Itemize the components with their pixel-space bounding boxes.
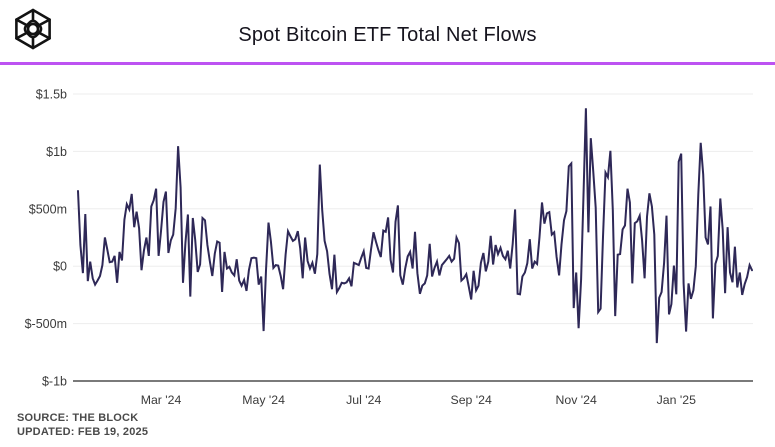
- x-axis-label: Sep '24: [451, 393, 492, 407]
- header: Spot Bitcoin ETF Total Net Flows: [0, 0, 775, 62]
- y-axis-label: $1.5b: [36, 88, 67, 102]
- x-axis-label: Mar '24: [141, 393, 182, 407]
- y-axis-label: $-500m: [25, 317, 67, 331]
- y-axis-label: $500m: [29, 202, 67, 216]
- x-axis-label: Nov '24: [556, 393, 597, 407]
- the-block-logo-svg: [15, 8, 51, 50]
- net-flows-line: [77, 108, 753, 344]
- x-axis-label: May '24: [242, 393, 285, 407]
- y-axis-label: $0: [53, 260, 67, 274]
- footer: SOURCE: THE BLOCK UPDATED: FEB 19, 2025: [17, 412, 148, 439]
- header-divider: [0, 62, 775, 65]
- chart-title: Spot Bitcoin ETF Total Net Flows: [238, 24, 537, 46]
- source-text: SOURCE: THE BLOCK: [17, 412, 139, 424]
- y-axis-label: $1b: [46, 145, 67, 159]
- x-axis-label: Jan '25: [657, 393, 696, 407]
- x-axis-label: Jul '24: [346, 393, 381, 407]
- updated-text: UPDATED: FEB 19, 2025: [17, 425, 149, 438]
- the-block-logo-icon[interactable]: [11, 7, 55, 51]
- y-axis-label: $-1b: [42, 375, 67, 389]
